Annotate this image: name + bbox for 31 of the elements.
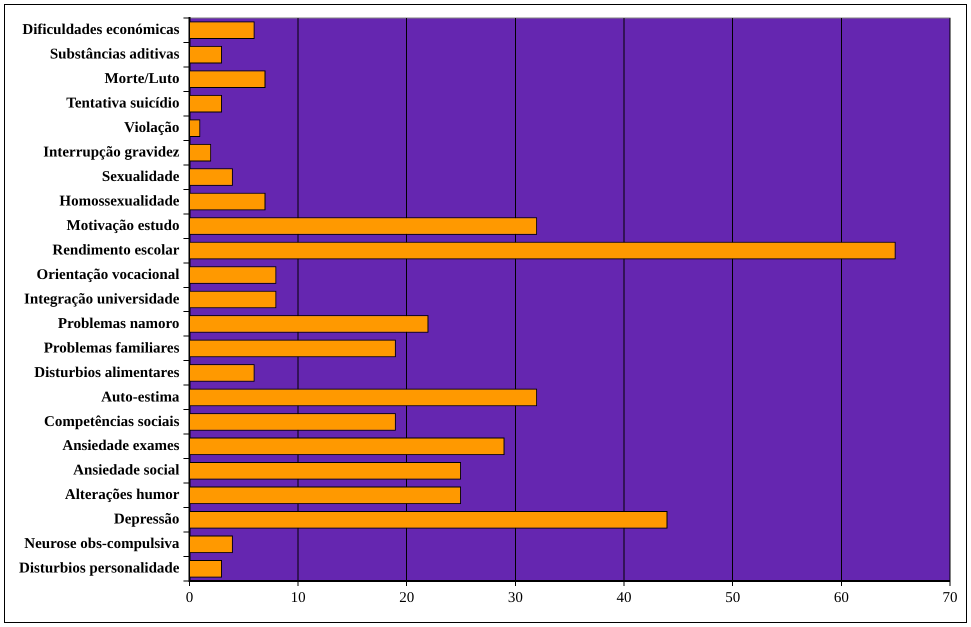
y-tick-label: Violação (124, 120, 180, 136)
y-tick-label: Ansiedade social (73, 462, 180, 479)
x-tick-label: 20 (399, 590, 414, 606)
y-tick-label: Problemas namoro (58, 316, 180, 332)
x-tick-label: 30 (508, 590, 523, 606)
y-tick-label: Depressão (114, 512, 180, 528)
y-tick-label: Ansiedade exames (62, 438, 180, 454)
y-tick-label: Auto-estima (101, 389, 180, 406)
y-tick-label: Neurose obs-compulsiva (24, 536, 180, 552)
y-tick-label: Sexualidade (102, 168, 180, 185)
y-tick-label: Substâncias aditivas (50, 46, 180, 63)
y-tick-label: Problemas familiares (44, 340, 180, 356)
y-tick-label: Dificuldades económicas (22, 22, 180, 38)
y-tick-label: Integração universidade (24, 291, 180, 308)
y-tick-label: Homossexualidade (59, 193, 180, 210)
x-tick-label: 70 (942, 590, 958, 606)
y-tick-label: Morte/Luto (104, 71, 180, 88)
y-tick-label: Tentativa suicídio (66, 96, 180, 112)
y-tick-label: Competências sociais (44, 414, 180, 430)
y-tick-label: Disturbios alimentares (34, 364, 180, 381)
y-tick-label: Disturbios personalidade (18, 560, 180, 577)
y-tick-label: Rendimento escolar (52, 242, 180, 258)
x-tick-label: 50 (725, 590, 740, 606)
x-tick-label: 60 (834, 590, 849, 606)
y-tick-label: Orientação vocacional (36, 266, 180, 283)
x-tick-label: 0 (186, 590, 194, 606)
y-tick-label: Interrupção gravidez (43, 144, 180, 161)
y-tick-label: Alterações humor (64, 487, 180, 504)
x-tick-label: 40 (616, 590, 632, 606)
y-tick-label: Motivação estudo (66, 218, 180, 234)
x-tick-label: 10 (290, 590, 306, 606)
